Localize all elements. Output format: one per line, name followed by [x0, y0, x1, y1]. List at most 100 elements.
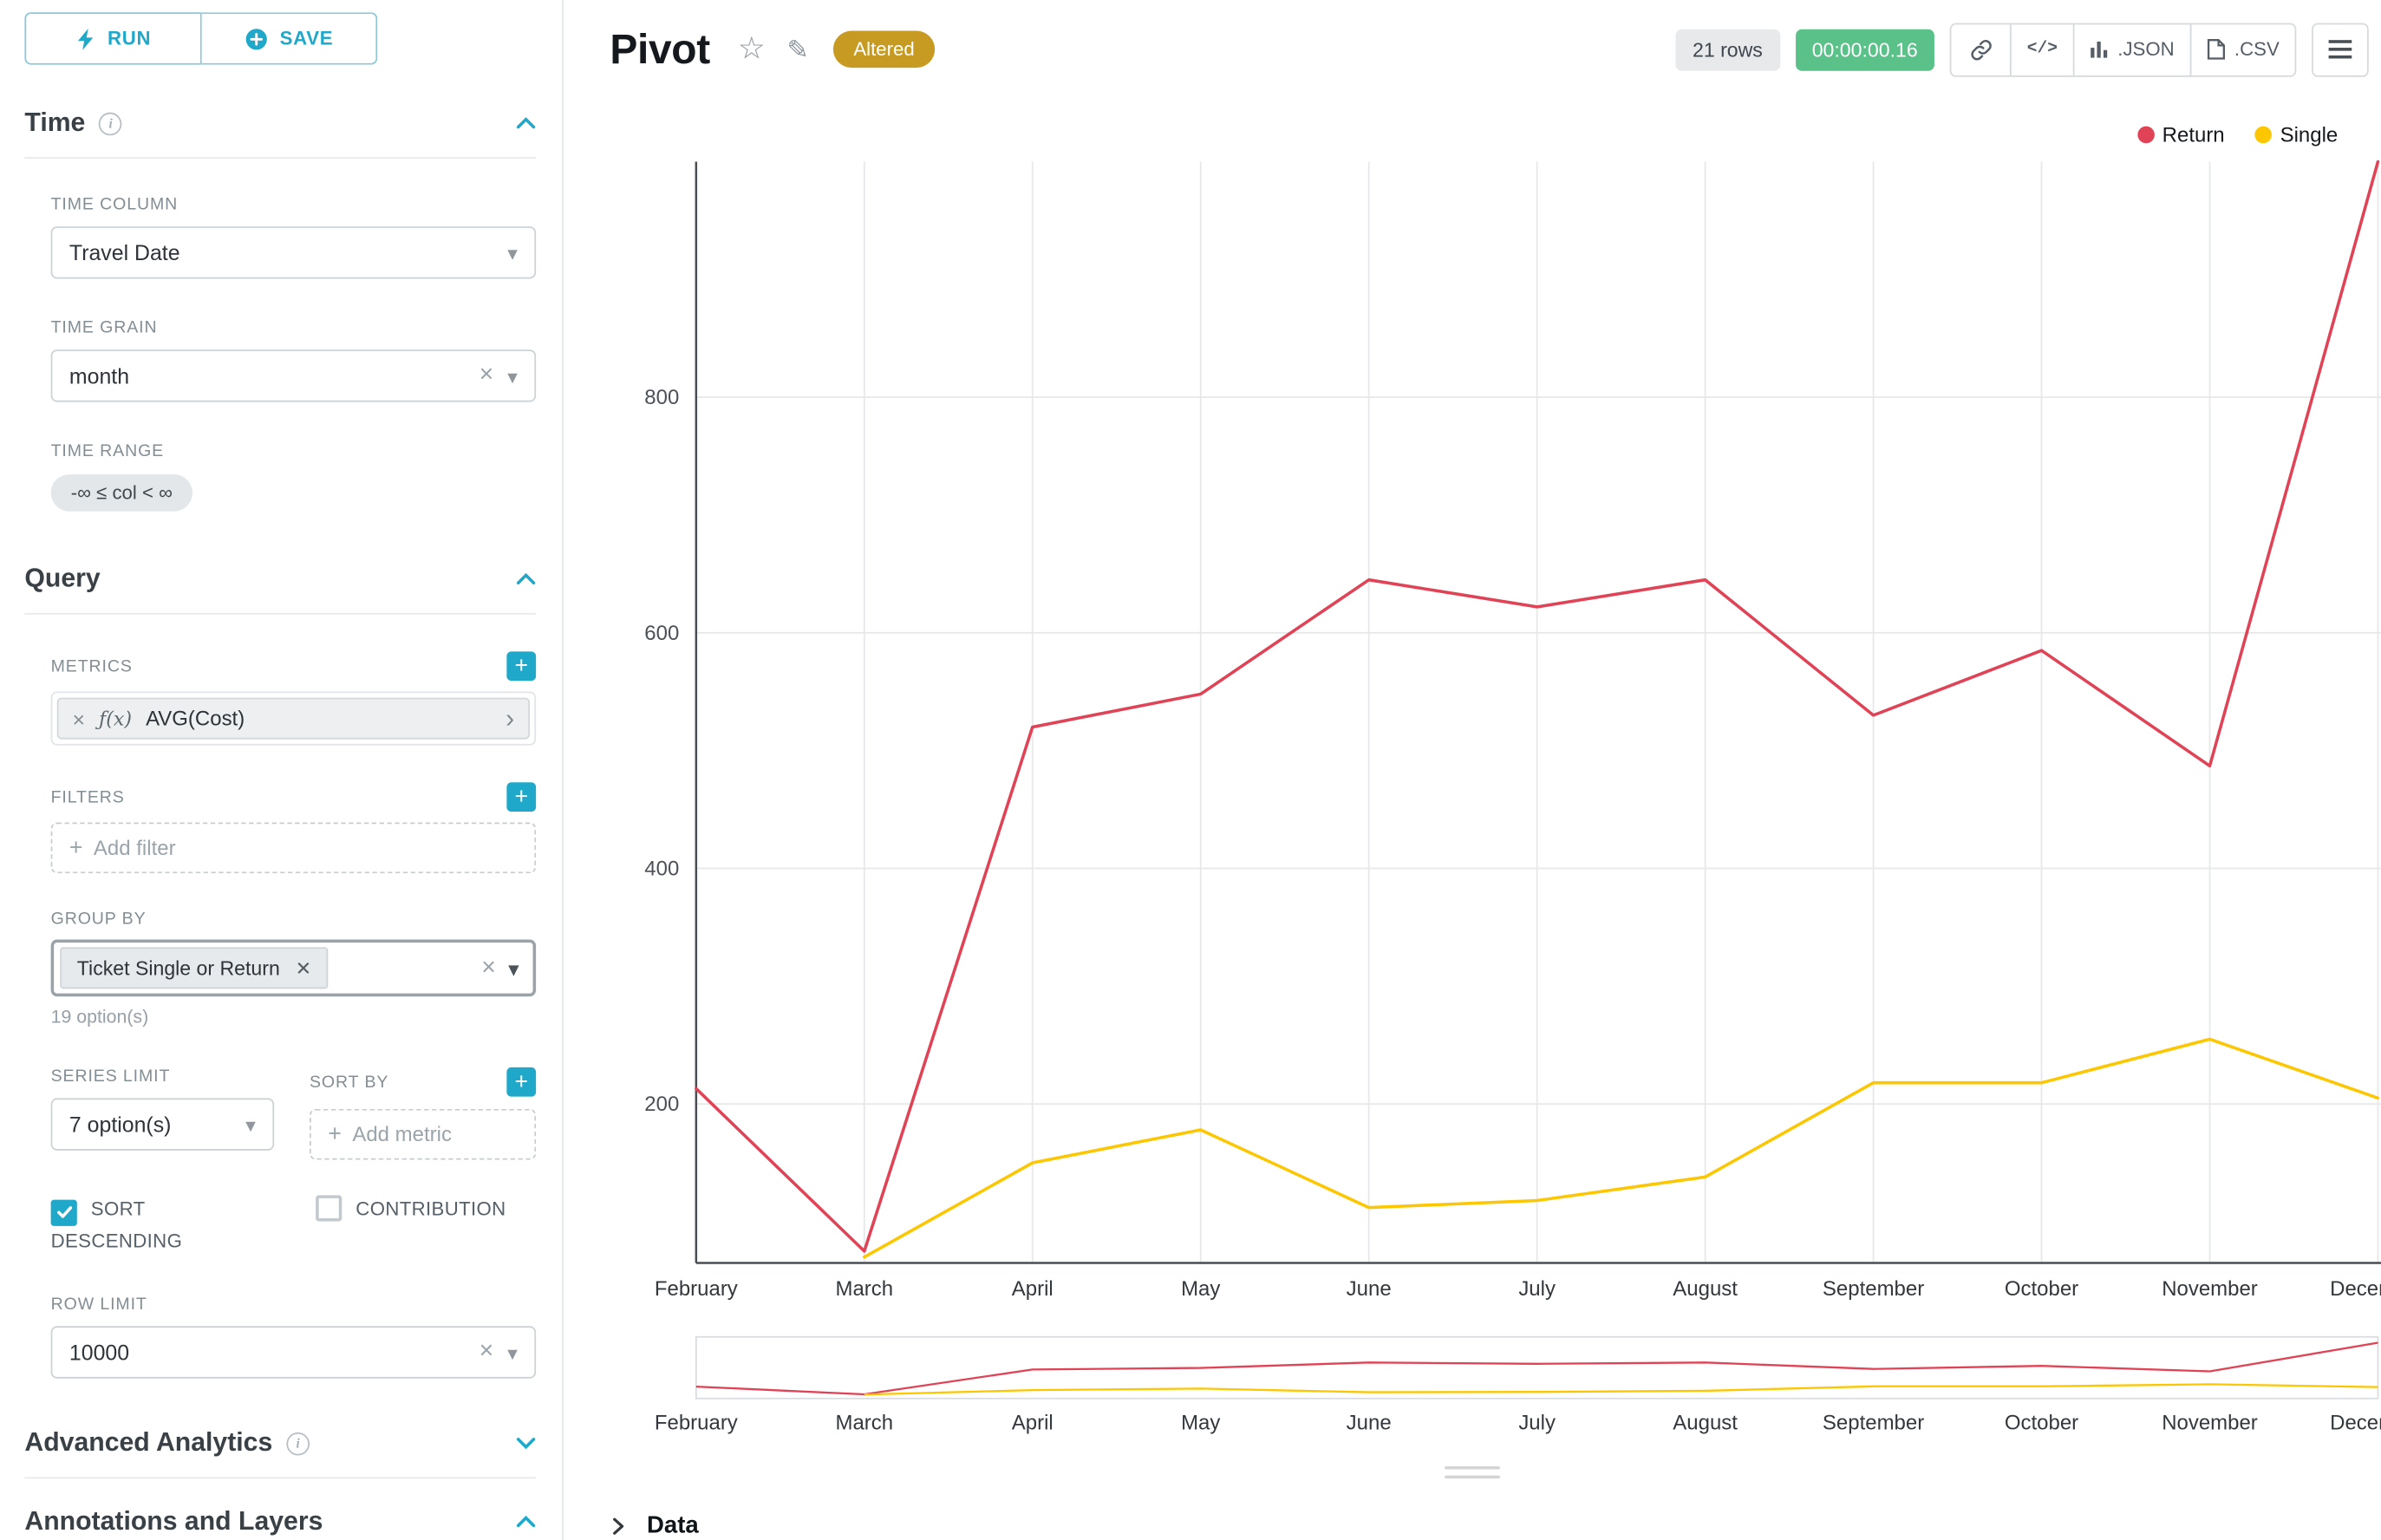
- metric-chip[interactable]: ƒ(x) AVG(Cost): [56, 697, 531, 740]
- mini-preview-chart[interactable]: February March April May June July August Septe…: [564, 1328, 2381, 1443]
- clear-icon[interactable]: [479, 363, 494, 388]
- mini-x-axis-label: May: [1181, 1411, 1220, 1434]
- export-button-group: .JSON .CSV: [1950, 22, 2297, 76]
- mini-x-axis-label: February: [655, 1411, 738, 1434]
- x-axis-label: September: [1823, 1277, 1924, 1301]
- section-header-query[interactable]: Query: [24, 564, 537, 615]
- section-title: Time: [24, 108, 86, 138]
- time-range-pill[interactable]: -∞ ≤ col < ∞: [50, 474, 193, 512]
- x-axis-label: March: [836, 1277, 894, 1301]
- x-axis-label: July: [1518, 1277, 1556, 1301]
- favorite-star-icon[interactable]: [738, 34, 766, 65]
- sort-descending-checkbox[interactable]: [50, 1198, 77, 1225]
- clear-icon[interactable]: [479, 1340, 494, 1364]
- chevron-down-icon[interactable]: [516, 1437, 536, 1450]
- chart-legend: Return Single: [2137, 123, 2338, 147]
- action-buttons: RUN SAVE: [24, 12, 378, 65]
- save-button[interactable]: SAVE: [201, 12, 378, 65]
- series-line-single: [863, 1037, 2380, 1259]
- metrics-dropzone: ƒ(x) AVG(Cost): [50, 691, 537, 746]
- caret-down-icon: [507, 243, 518, 263]
- x-axis-label: June: [1347, 1277, 1392, 1301]
- chevron-right-icon[interactable]: [506, 705, 514, 731]
- sort-descending-field: SORT DESCENDING: [50, 1194, 233, 1259]
- metrics-label: METRICS: [50, 656, 133, 675]
- edit-icon[interactable]: [787, 36, 809, 62]
- time-column-select[interactable]: Travel Date: [50, 226, 537, 279]
- mini-x-axis-label: June: [1347, 1411, 1392, 1434]
- series-limit-label: SERIES LIMIT: [50, 1067, 171, 1086]
- chevron-right-icon: [613, 1517, 624, 1535]
- embed-code-button[interactable]: [2010, 22, 2075, 76]
- mini-x-axis-label: March: [836, 1411, 894, 1434]
- row-limit-label: ROW LIMIT: [50, 1295, 147, 1315]
- mini-series-line-return: [695, 1341, 2378, 1396]
- clear-icon[interactable]: [481, 956, 496, 980]
- y-axis-tick-label: 200: [644, 1093, 679, 1116]
- series-limit-select[interactable]: 7 option(s): [50, 1098, 275, 1151]
- run-button[interactable]: RUN: [24, 12, 202, 65]
- chevron-up-icon[interactable]: [516, 572, 536, 585]
- more-menu-button[interactable]: [2312, 22, 2369, 76]
- copy-link-button[interactable]: [1950, 22, 2012, 76]
- add-sort-metric-dropzone[interactable]: Add metric: [310, 1108, 537, 1160]
- x-axis-label: April: [1012, 1277, 1054, 1301]
- timer-badge: 00:00:00.16: [1795, 28, 1935, 70]
- group-by-hint: 19 option(s): [50, 1005, 149, 1028]
- caret-down-icon: [507, 366, 518, 386]
- y-axis-tick-label: 400: [644, 857, 679, 880]
- resize-handle[interactable]: [1445, 1465, 1501, 1479]
- time-grain-select[interactable]: month: [50, 349, 537, 402]
- page-title: Pivot: [610, 25, 710, 72]
- contribution-checkbox[interactable]: [316, 1195, 342, 1222]
- mini-x-axis-label: November: [2162, 1411, 2258, 1434]
- legend-label: Return: [2162, 123, 2225, 147]
- section-header-advanced-analytics[interactable]: Advanced Analytics i: [24, 1428, 537, 1479]
- add-sort-metric-button[interactable]: [506, 1067, 537, 1097]
- add-filter-button[interactable]: [506, 782, 537, 812]
- row-count-badge: 21 rows: [1675, 28, 1780, 70]
- altered-badge[interactable]: Altered: [833, 30, 935, 69]
- add-filter-dropzone[interactable]: Add filter: [50, 822, 537, 874]
- chevron-up-icon[interactable]: [516, 1515, 536, 1528]
- legend-item-return[interactable]: Return: [2137, 123, 2225, 147]
- bolt-icon: [77, 27, 94, 49]
- remove-chip-icon[interactable]: [296, 956, 312, 980]
- export-json-button[interactable]: .JSON: [2072, 22, 2192, 76]
- export-csv-button[interactable]: .CSV: [2189, 22, 2297, 76]
- x-axis-label: February: [655, 1277, 738, 1301]
- info-icon[interactable]: i: [286, 1431, 310, 1455]
- info-icon[interactable]: i: [99, 111, 122, 135]
- sort-by-label: SORT BY: [310, 1073, 389, 1092]
- time-grain-value: month: [68, 363, 130, 388]
- time-column-value: Travel Date: [68, 240, 180, 265]
- y-axis-tick-label: 600: [644, 622, 679, 645]
- add-metric-button[interactable]: [506, 651, 537, 682]
- group-by-select[interactable]: Ticket Single or Return: [50, 939, 537, 997]
- section-header-annotations[interactable]: Annotations and Layers: [24, 1506, 536, 1540]
- csv-button-label: .CSV: [2234, 38, 2280, 61]
- code-icon: [2027, 40, 2058, 58]
- legend-dot: [2255, 126, 2273, 144]
- filters-label: FILTERS: [50, 787, 125, 806]
- x-axis-label: October: [2005, 1277, 2078, 1301]
- x-axis-label: August: [1673, 1277, 1738, 1301]
- contribution-field: CONTRIBUTION: [316, 1194, 536, 1259]
- y-axis-tick-label: 800: [644, 386, 679, 409]
- remove-metric-icon[interactable]: [72, 708, 85, 729]
- mini-series-line-single: [864, 1383, 2378, 1396]
- data-panel-toggle[interactable]: Data: [610, 1512, 699, 1540]
- row-limit-select[interactable]: 10000: [50, 1326, 537, 1379]
- hamburger-icon: [2328, 48, 2352, 51]
- legend-item-single[interactable]: Single: [2255, 123, 2338, 147]
- mini-x-axis-label: December: [2330, 1411, 2381, 1434]
- time-column-label: TIME COLUMN: [50, 195, 179, 214]
- legend-label: Single: [2280, 123, 2339, 147]
- legend-dot: [2137, 126, 2155, 144]
- chevron-up-icon[interactable]: [516, 117, 536, 129]
- section-header-time[interactable]: Time i: [24, 108, 537, 159]
- section-title: Query: [24, 564, 101, 593]
- group-by-chip[interactable]: Ticket Single or Return: [60, 947, 329, 989]
- mini-x-axis-label: July: [1518, 1411, 1556, 1434]
- mini-x-axis-label: October: [2005, 1411, 2078, 1434]
